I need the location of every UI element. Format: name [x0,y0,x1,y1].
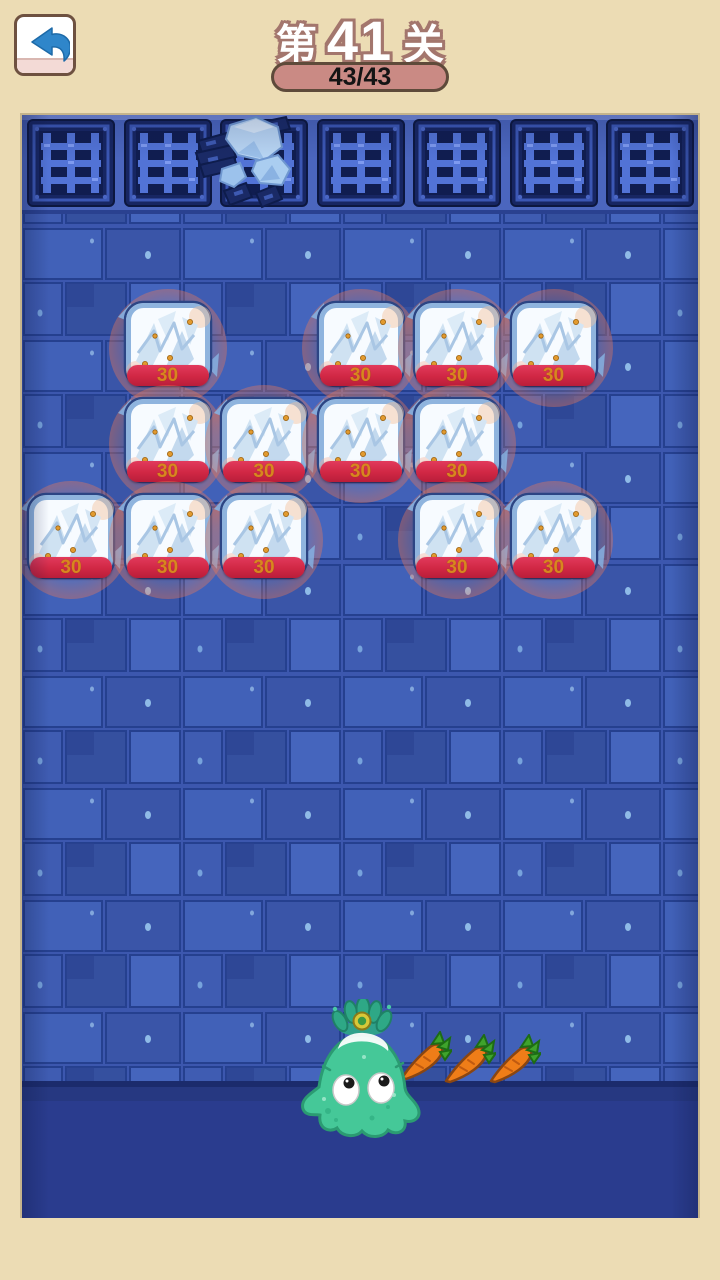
hp-bar: 30 [416,461,498,482]
hp-value: 30 [156,461,179,482]
metal-barrier-block [509,118,598,208]
ice-crystal-decoration [194,115,292,209]
ice-brick: 30 [301,289,420,407]
hp-bar: 30 [223,461,305,482]
metal-block-texture [26,118,116,208]
hp-bar: 30 [126,365,209,386]
hp-bar: 30 [319,365,402,386]
hp-bar: 30 [319,461,402,482]
hp-value: 30 [542,365,565,386]
hp-value: 30 [349,461,372,482]
ice-brick: 30 [108,385,227,503]
hp-bar: 30 [416,365,498,386]
ice-brick: 30 [398,481,516,599]
metal-barrier-block [605,118,695,208]
metal-block-texture [316,118,405,208]
hp-value: 30 [156,365,179,386]
metal-barrier-block [412,118,502,208]
ice-brick: 30 [108,289,227,407]
ice-brick: 30 [205,481,323,599]
footer-space [0,1218,720,1280]
ice-brick: 30 [301,385,420,503]
ice-brick: 30 [494,481,613,599]
level-number: 41 [326,9,394,72]
crown-icon [331,999,393,1036]
metal-block-texture [605,118,695,208]
ice-brick: 30 [398,289,516,407]
ice-brick: 30 [398,385,516,503]
carrot-icon [489,1033,543,1084]
playfield[interactable]: 30 30 30 30 30 30 30 30 30 [20,113,700,1220]
hp-value: 30 [253,557,275,578]
bricks-progress-badge: 43/43 [271,62,449,92]
hp-value: 30 [349,365,372,386]
metal-block-texture [509,118,598,208]
level-title-suffix: 关 [403,21,445,68]
hp-value: 30 [542,557,565,578]
carrot-projectile [485,1033,543,1090]
metal-barrier-block [316,118,405,208]
ice-brick: 30 [494,289,613,407]
back-arrow-icon [31,27,70,62]
back-button[interactable] [14,14,76,76]
hp-bar: 30 [512,557,595,578]
hp-value: 30 [446,461,468,482]
ice-brick: 30 [205,385,323,503]
ice-brick: 30 [108,481,227,599]
hp-bar: 30 [512,365,595,386]
hp-value: 30 [446,365,468,386]
ice-brick: 30 [22,481,130,599]
hp-value: 30 [253,461,275,482]
hp-bar: 30 [126,461,209,482]
hp-value: 30 [156,557,179,578]
level-title: 第 41 关 [0,8,720,72]
metal-block-texture [412,118,502,208]
entity-layer: 30 30 30 30 30 30 30 30 30 [22,115,698,1218]
hp-bar: 30 [30,557,112,578]
hp-bar: 30 [126,557,209,578]
hp-bar: 30 [416,557,498,578]
hp-value: 30 [446,557,468,578]
slime-character[interactable] [276,999,448,1151]
level-title-prefix: 第 [275,21,317,68]
hp-bar: 30 [223,557,305,578]
metal-barrier-block [26,118,116,208]
hp-value: 30 [60,557,82,578]
